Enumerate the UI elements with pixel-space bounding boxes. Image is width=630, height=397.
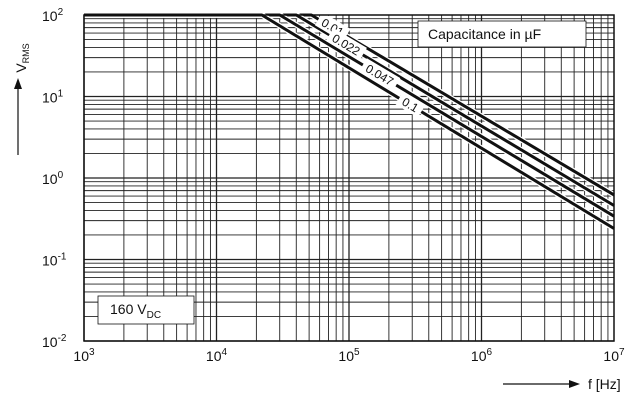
x-tick-label: 105 (338, 347, 360, 364)
curve-label-bg (359, 58, 401, 92)
x-tick-labels: 103 104 105 106 107 (73, 347, 625, 364)
legend-box (417, 20, 587, 48)
voltage-main: 160 V (110, 301, 147, 317)
y-tick-label: 102 (42, 7, 64, 24)
curve-label-bg (395, 91, 426, 118)
y-tick-label: 10-2 (42, 333, 67, 350)
y-axis-label: VRMS (13, 43, 31, 72)
y-tick-label: 101 (42, 89, 64, 106)
y-tick-labels: 10-2 10-1 100 101 102 (42, 7, 67, 350)
x-tick-label: 106 (471, 347, 493, 364)
x-tick-label: 107 (603, 347, 625, 364)
y-axis-label-sub: RMS (21, 43, 31, 63)
curve-label-bg (325, 28, 367, 61)
x-axis-label: f [Hz] (588, 376, 621, 392)
y-tick-label: 100 (42, 170, 64, 187)
voltage-sub: DC (147, 310, 161, 321)
voltage-box (97, 295, 195, 325)
x-axis-arrowhead (569, 380, 580, 388)
y-tick-label: 10-1 (42, 252, 67, 269)
y-axis-label-main: V (13, 63, 29, 73)
x-tick-label: 104 (206, 347, 228, 364)
voltage-label: 160 VDC (110, 301, 161, 321)
y-axis-arrowhead (14, 78, 22, 89)
x-tick-label: 103 (73, 347, 95, 364)
legend-text: Capacitance in µF (428, 26, 541, 42)
plot-frame (83, 14, 615, 342)
